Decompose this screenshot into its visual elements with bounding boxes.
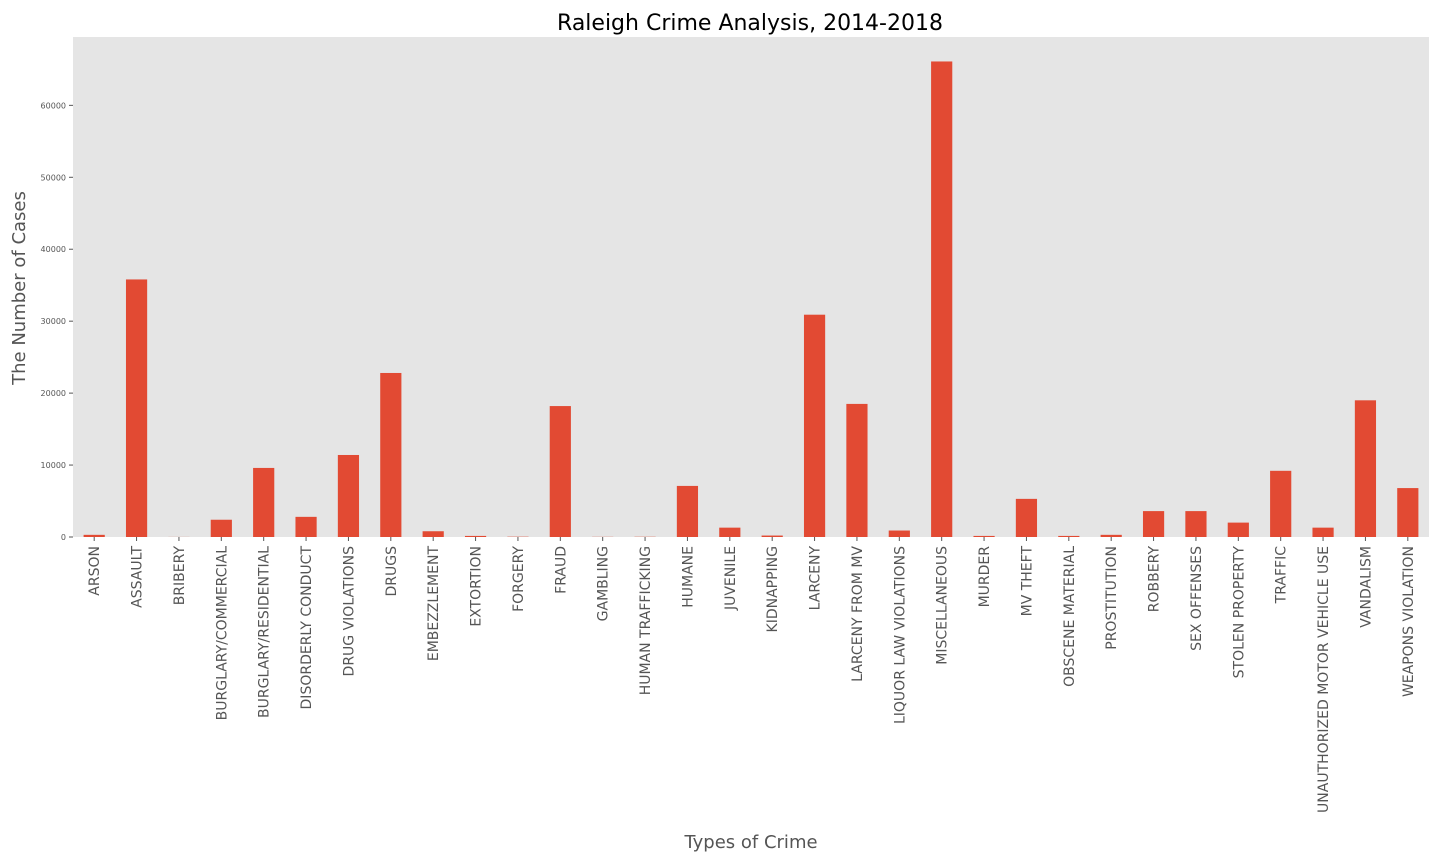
x-tick-label: LARCENY — [808, 546, 824, 611]
y-tick-label: 60000 — [41, 101, 66, 110]
y-tick-label: 40000 — [41, 245, 66, 254]
y-tick-label: 50000 — [41, 173, 66, 182]
x-tick-label: TRAFFIC — [1274, 546, 1290, 605]
x-tick-label: BRIBERY — [172, 546, 188, 606]
bar — [1397, 488, 1419, 537]
x-tick-label: EXTORTION — [469, 546, 485, 627]
y-axis: 0 10000 20000 30000 40000 50000 60000 — [41, 101, 73, 542]
bar — [1227, 522, 1249, 537]
plot-area — [73, 37, 1429, 537]
x-tick-label: MURDER — [977, 546, 993, 608]
bar — [125, 279, 148, 537]
bar — [803, 314, 826, 537]
y-tick-label: 20000 — [41, 389, 66, 398]
bar — [549, 406, 571, 537]
x-tick-label: EMBEZZLEMENT — [426, 546, 442, 662]
x-axis: ARSON ASSAULT BRIBERY BURGLARY/COMMERCIAL BU… — [87, 537, 1417, 813]
bar — [1354, 400, 1377, 537]
bar — [1185, 511, 1207, 537]
x-tick-label: GAMBLING — [596, 546, 612, 621]
x-tick-label: ASSAULT — [130, 546, 146, 608]
x-tick-label: DRUG VIOLATIONS — [341, 546, 357, 677]
x-tick-label: ARSON — [87, 546, 103, 596]
bar — [83, 534, 105, 537]
bar — [676, 485, 699, 537]
x-tick-label: WEAPONS VIOLATION — [1401, 546, 1417, 697]
x-tick-label: SEX OFFENSES — [1189, 546, 1205, 651]
x-tick-label: OBSCENE MATERIAL — [1062, 546, 1078, 687]
x-tick-label: STOLEN PROPERTY — [1231, 546, 1247, 679]
x-tick-label: FORGERY — [511, 546, 527, 612]
x-tick-label: FRAUD — [553, 546, 569, 594]
bar — [1270, 470, 1292, 537]
bar — [253, 467, 275, 537]
y-tick-label: 10000 — [41, 461, 66, 470]
y-axis-label: The Number of Cases — [9, 191, 30, 386]
bar — [761, 535, 783, 537]
x-tick-label: HUMAN TRAFFICKING — [638, 546, 654, 695]
x-tick-label: JUVENILE — [723, 546, 739, 611]
y-tick-label: 30000 — [41, 317, 66, 326]
x-tick-label: LIQUOR LAW VIOLATIONS — [892, 546, 908, 724]
y-tick-label: 0 — [61, 533, 66, 542]
x-tick-label: DISORDERLY CONDUCT — [299, 546, 315, 710]
bar — [1142, 511, 1165, 537]
bar — [931, 61, 953, 538]
x-tick-label: UNAUTHORIZED MOTOR VEHICLE USE — [1316, 546, 1332, 813]
bar — [1058, 535, 1080, 537]
x-tick-label: KIDNAPPING — [765, 546, 781, 632]
bar — [1015, 498, 1038, 537]
bar — [464, 535, 487, 537]
bar — [422, 531, 444, 537]
x-tick-label: PROSTITUTION — [1104, 546, 1120, 650]
x-axis-label: Types of Crime — [683, 832, 817, 853]
x-tick-label: MISCELLANEOUS — [935, 546, 951, 665]
bar — [337, 454, 360, 537]
x-tick-label: LARCENY FROM MV — [850, 546, 866, 682]
bar — [888, 530, 910, 537]
bar — [295, 516, 317, 537]
chart-title: Raleigh Crime Analysis, 2014-2018 — [557, 11, 943, 36]
bar — [846, 403, 868, 537]
bar — [1100, 534, 1122, 537]
bar — [973, 535, 995, 537]
x-tick-label: DRUGS — [384, 546, 400, 597]
bars — [83, 61, 1419, 538]
bar — [380, 372, 402, 537]
x-tick-label: HUMANE — [680, 546, 696, 608]
x-tick-label: VANDALISM — [1358, 546, 1374, 628]
bar — [719, 527, 741, 537]
bar — [210, 519, 232, 537]
x-tick-label: BURGLARY/RESIDENTIAL — [257, 546, 273, 718]
x-tick-label: ROBBERY — [1147, 546, 1163, 613]
bar — [1312, 527, 1334, 537]
x-tick-label: BURGLARY/COMMERCIAL — [214, 546, 230, 721]
x-tick-label: MV THEFT — [1019, 546, 1035, 617]
